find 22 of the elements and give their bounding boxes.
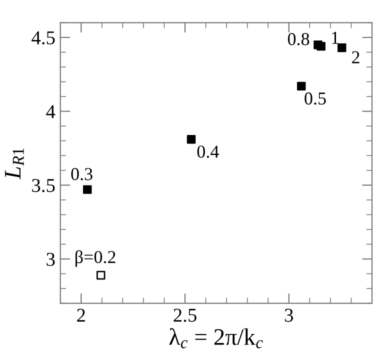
point — [186, 134, 196, 144]
y-tick-label: 3 — [46, 252, 55, 266]
annotation: β=0.2 — [76, 250, 116, 267]
annotation: 1 — [332, 32, 338, 44]
point — [83, 185, 92, 194]
point — [338, 43, 346, 52]
annotation: 0.4 — [197, 146, 219, 158]
point — [96, 270, 106, 280]
x-tick-label: 2 — [77, 308, 85, 322]
annotation: 0.8 — [288, 33, 310, 46]
annotation: 2 — [352, 51, 360, 64]
y-axis-title: L$_{R1}$ — [5, 148, 24, 180]
x-axis-title: λ$_{c}$ = 2π/k$_{c}$ — [169, 328, 263, 348]
annotation: 0.5 — [304, 92, 326, 105]
y-tick-label: 3.5 — [32, 179, 55, 192]
annotation: 0.3 — [71, 168, 92, 180]
y-tick-label: 4 — [46, 105, 56, 118]
y-tick-label: 4.5 — [32, 31, 55, 44]
point — [297, 82, 306, 91]
x-tick-label: 3 — [284, 308, 294, 322]
point — [316, 42, 326, 51]
x-tick-label: 2.5 — [174, 308, 196, 322]
